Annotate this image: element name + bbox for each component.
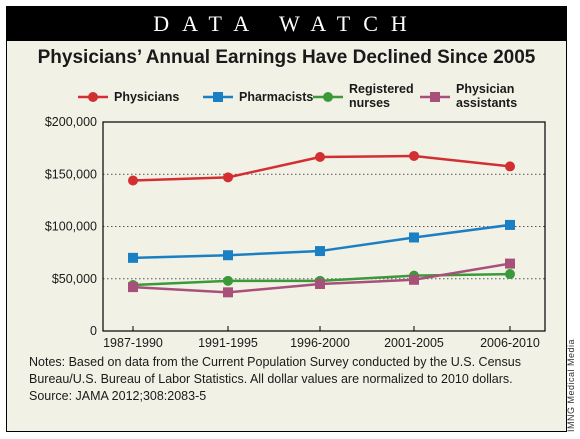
- legend-label-pharmacists: Pharmacists: [239, 90, 313, 104]
- data-point-pharmacists: [315, 246, 325, 257]
- data-point-physician-assistants: [315, 278, 325, 289]
- y-tick-label: $50,000: [52, 272, 97, 286]
- y-tick-label: 0: [90, 324, 97, 338]
- legend-label-registered-nurses: Registered: [349, 82, 414, 96]
- x-tick-label: 1996-2000: [290, 336, 350, 350]
- legend-label-physicians: Physicians: [114, 90, 179, 104]
- source-line: Source: JAMA 2012;308:2083-5: [29, 389, 207, 403]
- legend-marker-physician-assistants: [430, 92, 440, 102]
- x-tick-label: 2006-2010: [480, 336, 540, 350]
- publisher-credit: IMNG Medical Media: [566, 338, 576, 432]
- data-point-physicians: [409, 150, 419, 161]
- plot-area-border: [102, 121, 546, 332]
- data-point-pharmacists: [505, 219, 515, 230]
- y-tick-label: $150,000: [45, 167, 97, 181]
- data-point-registered-nurses: [505, 269, 515, 280]
- chart-notes: Notes: Based on data from the Current Po…: [29, 354, 549, 405]
- notes-line-1: Notes: Based on data from the Current Po…: [29, 355, 521, 369]
- data-point-pharmacists: [409, 232, 419, 243]
- notes-line-2: Bureau/U.S. Bureau of Labor Statistics. …: [29, 372, 513, 386]
- data-point-physician-assistants: [409, 274, 419, 285]
- data-point-registered-nurses: [223, 275, 233, 286]
- data-point-pharmacists: [128, 252, 138, 263]
- legend-marker-registered-nurses: [323, 92, 333, 102]
- data-point-physicians: [505, 161, 515, 172]
- data-point-physicians: [315, 152, 325, 163]
- data-watch-banner: DATA WATCH: [7, 7, 566, 41]
- legend-label-registered-nurses: nurses: [349, 96, 390, 110]
- x-tick-label: 2001-2005: [384, 336, 444, 350]
- data-point-physician-assistants: [128, 282, 138, 293]
- data-point-physicians: [128, 175, 138, 186]
- chart-title: Physicians’ Annual Earnings Have Decline…: [37, 47, 536, 68]
- data-point-physician-assistants: [223, 287, 233, 298]
- legend-label-physician-assistants: assistants: [456, 96, 517, 110]
- data-point-pharmacists: [223, 250, 233, 261]
- y-tick-label: $100,000: [45, 220, 97, 234]
- data-point-physician-assistants: [505, 258, 515, 269]
- x-tick-label: 1987-1990: [103, 336, 163, 350]
- legend-marker-physicians: [88, 92, 98, 102]
- y-tick-label: $200,000: [45, 115, 97, 129]
- x-tick-label: 1991-1995: [198, 336, 258, 350]
- legend-marker-pharmacists: [213, 92, 223, 102]
- legend-label-physician-assistants: Physician: [456, 82, 514, 96]
- chart-frame: DATA WATCH Physicians’ Annual Earnings H…: [6, 6, 567, 432]
- data-point-physicians: [223, 172, 233, 183]
